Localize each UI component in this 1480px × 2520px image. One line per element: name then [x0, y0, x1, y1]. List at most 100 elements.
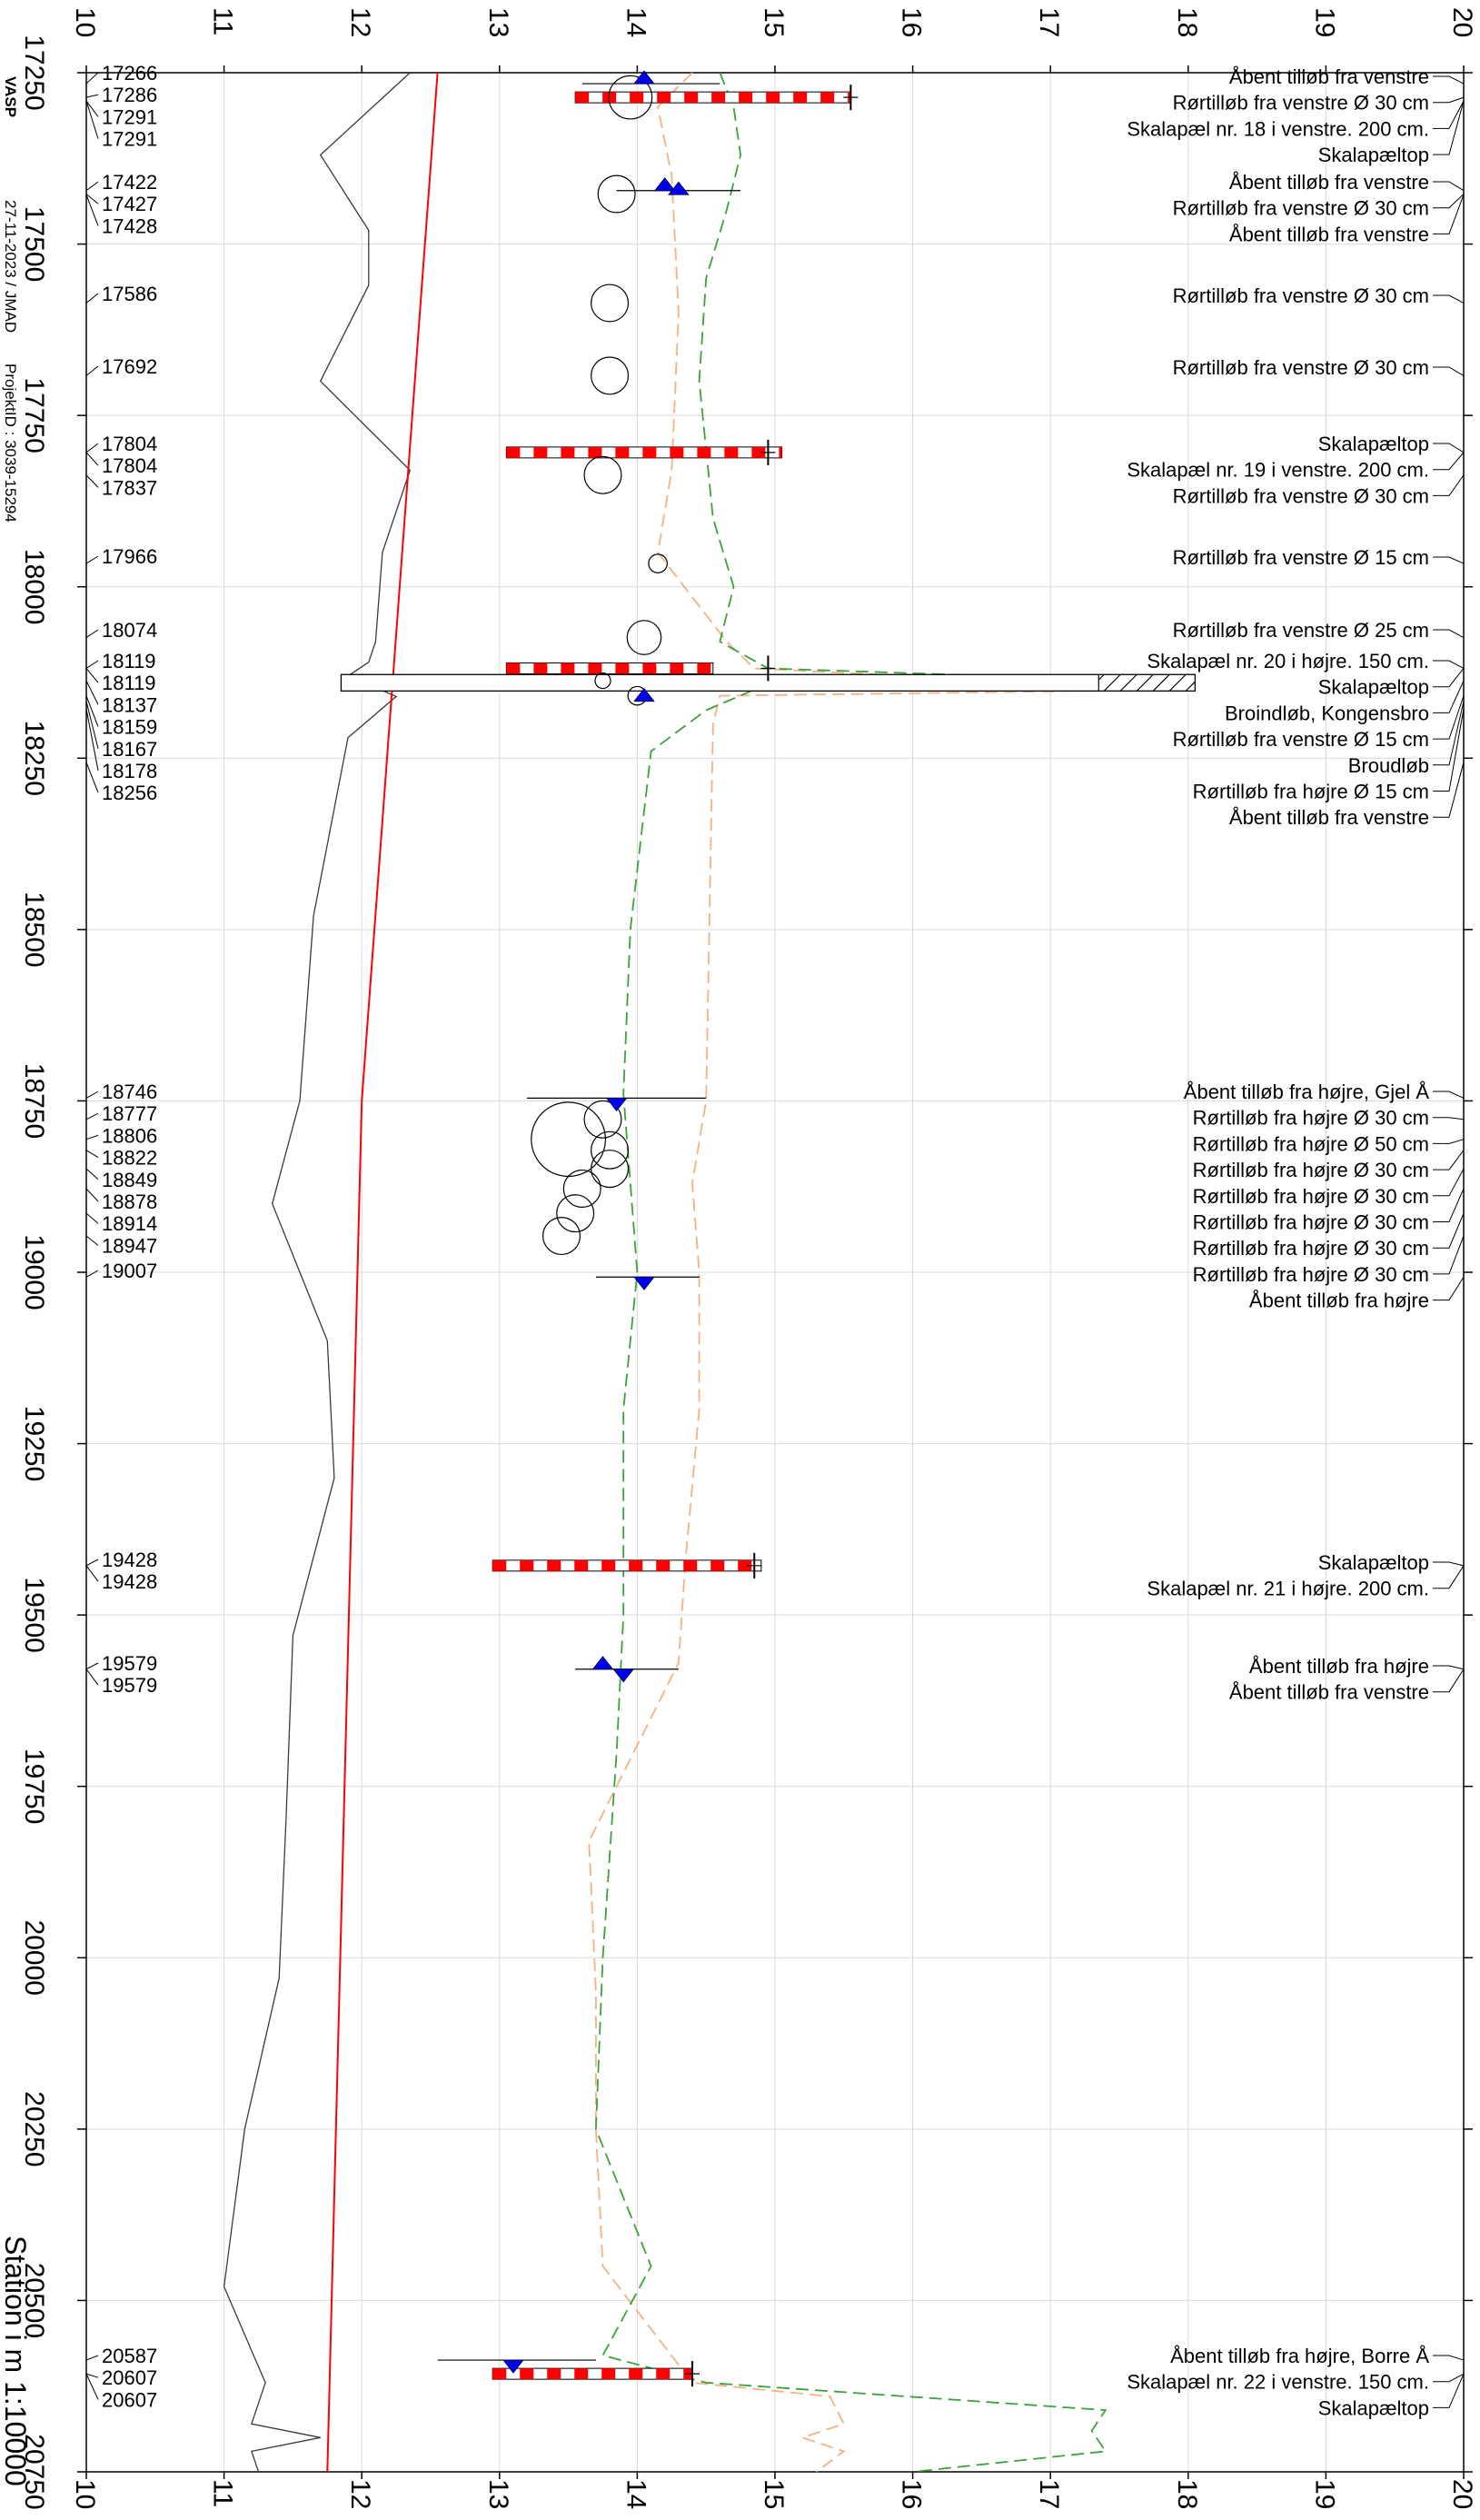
scale-pole-segment [656, 1559, 670, 1571]
station-label: 18137 [102, 693, 157, 716]
station-label: 18806 [102, 1124, 157, 1147]
x-tick-label-bottom: 14 [621, 2479, 651, 2509]
scale-pole-segment [711, 92, 726, 104]
annotation-label: Åbent tilløb fra højre, Borre Å [1170, 2345, 1429, 2367]
station-leader-line [85, 1091, 99, 1099]
station-leader-line [85, 293, 99, 304]
station-label: 18746 [102, 1081, 157, 1103]
station-label: 18159 [102, 716, 157, 739]
pipe-inlet-circle [648, 553, 668, 573]
annotation-leader-line [1433, 75, 1465, 85]
scale-pole-segment [630, 92, 644, 104]
annotation-label: Åbent tilløb fra venstre [1229, 65, 1429, 88]
scale-pole-segment [739, 92, 753, 104]
annotation-label: Åbent tilløb fra venstre [1229, 171, 1429, 194]
station-label: 17692 [102, 355, 157, 378]
station-leader-line [85, 365, 99, 376]
station-leader-line [85, 94, 99, 98]
station-leader-line [85, 701, 99, 749]
bridge-hatch-line [1098, 673, 1105, 681]
station-label: 20607 [102, 2366, 157, 2389]
station-labels: 1726617286172911729117422174271742817586… [85, 62, 157, 2411]
station-label: 19007 [102, 1260, 157, 1282]
scale-pole-segment [601, 1559, 616, 1571]
station-label: 18777 [102, 1102, 157, 1125]
annotation-label: Rørtilløb fra venstre Ø 30 cm [1173, 92, 1429, 115]
program-label: VASP [2, 76, 19, 117]
annotation-leader-line [1433, 474, 1465, 496]
annotation-label: Rørtilløb fra venstre Ø 25 cm [1173, 619, 1429, 642]
annotation-label: Rørtilløb fra højre Ø 30 cm [1193, 1263, 1429, 1286]
water-level-triangle [502, 2359, 524, 2374]
annotation-leader-line [1433, 695, 1465, 740]
pipe-inlet-circle [597, 174, 636, 214]
scale-pole-segment [561, 446, 575, 458]
scale-pole-segment [670, 662, 684, 674]
station-tick-label: 20000 [19, 1920, 49, 1996]
annotation-label: Broudløb [1348, 754, 1429, 777]
station-label: 19579 [102, 1652, 157, 1675]
pipe-inlet-circle [594, 672, 611, 690]
scale-pole-segment [766, 92, 780, 104]
annotation-label: Skalapæltop [1318, 676, 1429, 699]
scale-pole-segment [574, 1559, 589, 1571]
annotation-label: Rørtilløb fra højre Ø 15 cm [1193, 781, 1429, 803]
station-label: 18178 [102, 760, 157, 782]
station-label: 20607 [102, 2388, 157, 2411]
x-tick-label-bottom: 20 [1447, 2479, 1477, 2509]
station-leader-line [85, 1270, 99, 1278]
station-leader-line [85, 1150, 99, 1159]
x-tick-label-bottom: 19 [1309, 2479, 1339, 2509]
scale-pole-segment [724, 446, 739, 458]
bridge-hatch-line [1136, 673, 1154, 692]
annotation-label: Rørtilløb fra højre Ø 30 cm [1193, 1185, 1429, 1208]
station-tick-label: 18000 [19, 549, 49, 624]
station-label: 18947 [102, 1234, 157, 1257]
station-label: 18849 [102, 1169, 157, 1191]
scale-pole-segment [684, 92, 699, 104]
x-tick-label-top: 10 [70, 7, 100, 37]
annotation-label: Skalapæltop [1318, 144, 1429, 166]
station-leader-line [85, 680, 99, 705]
scale-pole-segment [657, 92, 671, 104]
station-leader-line [85, 1668, 99, 1686]
pipe-inlet-circle [626, 620, 662, 655]
annotation-leader-line [1433, 762, 1465, 818]
annotation-leader-line [1433, 680, 1465, 713]
station-leader-line [85, 474, 99, 488]
scale-pole-segment [629, 1559, 643, 1571]
station-leader-line [85, 100, 99, 117]
annotation-label: Skalapæl nr. 22 i venstre. 150 cm. [1127, 2371, 1429, 2394]
scale-pole-segment [629, 2368, 643, 2380]
annotation-label: Rørtilløb fra højre Ø 30 cm [1193, 1159, 1429, 1181]
scale-pole-segment [547, 2368, 561, 2380]
annotation-label: Åbent tilløb fra venstre [1229, 806, 1429, 829]
annotation-leader-line [1433, 1565, 1465, 1589]
scale-pole-segment [615, 662, 630, 674]
water-level-triangle [605, 1098, 628, 1112]
annotation-leader-line [1433, 194, 1465, 234]
station-leader-line [85, 194, 99, 226]
bridge-hatch-line [1168, 673, 1187, 692]
station-leader-line [85, 1212, 99, 1224]
station-label: 18074 [102, 619, 157, 642]
series-line-level_dashed_orange [588, 72, 1182, 2473]
annotation-label: Skalapæltop [1318, 433, 1429, 455]
pipe-inlet-circle [542, 1217, 581, 1256]
annotation-leader-line [1433, 2373, 1465, 2408]
station-tick-label: 17750 [19, 377, 49, 453]
annotation-label: Rørtilløb fra venstre Ø 30 cm [1173, 356, 1429, 379]
station-leader-line [85, 762, 99, 793]
axis-ticks: 10 10 11 11 12 12 13 13 14 14 15 15 16 16 17 17 18 18 19 19… [19, 7, 1477, 2510]
annotation-leader-line [1433, 1212, 1465, 1249]
x-tick-label-top: 15 [759, 7, 789, 37]
pipe-inlet-circle [583, 1100, 622, 1139]
x-tick-label-bottom: 18 [1172, 2479, 1202, 2509]
scale-pole-segment [642, 662, 657, 674]
annotation-label: Skalapæl nr. 21 i højre. 200 cm. [1147, 1578, 1429, 1600]
station-leader-line [85, 1235, 99, 1246]
pipe-inlet-circle [583, 455, 622, 494]
station-label: 18119 [102, 650, 156, 672]
x-tick-label-bottom: 16 [897, 2479, 927, 2509]
